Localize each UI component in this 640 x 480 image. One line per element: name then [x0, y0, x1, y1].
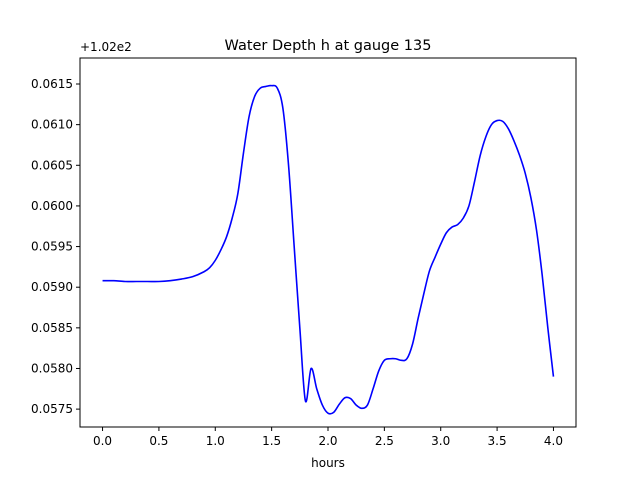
- y-tick-label: 0.0600: [31, 199, 73, 213]
- x-tick-label: 4.0: [544, 434, 563, 448]
- x-tick-label: 3.5: [488, 434, 507, 448]
- x-tick-label: 1.0: [206, 434, 225, 448]
- x-tick-label: 0.0: [93, 434, 112, 448]
- y-offset-label: +1.02e2: [80, 40, 132, 54]
- y-tick-label: 0.0585: [31, 321, 73, 335]
- series-layer: [102, 84, 555, 415]
- x-tick-label: 2.0: [318, 434, 337, 448]
- x-axis-label: hours: [311, 456, 345, 470]
- series-line-0: [102, 84, 555, 415]
- y-tick-label: 0.0575: [31, 402, 73, 416]
- x-axis-ticks: 0.0 0.5 1.0 1.5 2.0 2.5 3.0 3.5 4.0: [93, 427, 563, 448]
- y-tick-label: 0.0595: [31, 240, 73, 254]
- plot-frame: [79, 57, 577, 428]
- y-tick-label: 0.0610: [31, 118, 73, 132]
- y-tick-label: 0.0580: [31, 361, 73, 375]
- y-tick-label: 0.0590: [31, 280, 73, 294]
- x-tick-label: 3.0: [431, 434, 450, 448]
- x-tick-label: 1.5: [262, 434, 281, 448]
- chart-title: Water Depth h at gauge 135: [225, 38, 432, 54]
- y-tick-label: 0.0615: [31, 77, 73, 91]
- y-axis-ticks: 0.0575 0.0580 0.0585 0.0590 0.0595 0.0600 0.06…: [31, 77, 80, 416]
- x-tick-label: 2.5: [375, 434, 394, 448]
- y-tick-label: 0.0605: [31, 158, 73, 172]
- x-tick-label: 0.5: [149, 434, 168, 448]
